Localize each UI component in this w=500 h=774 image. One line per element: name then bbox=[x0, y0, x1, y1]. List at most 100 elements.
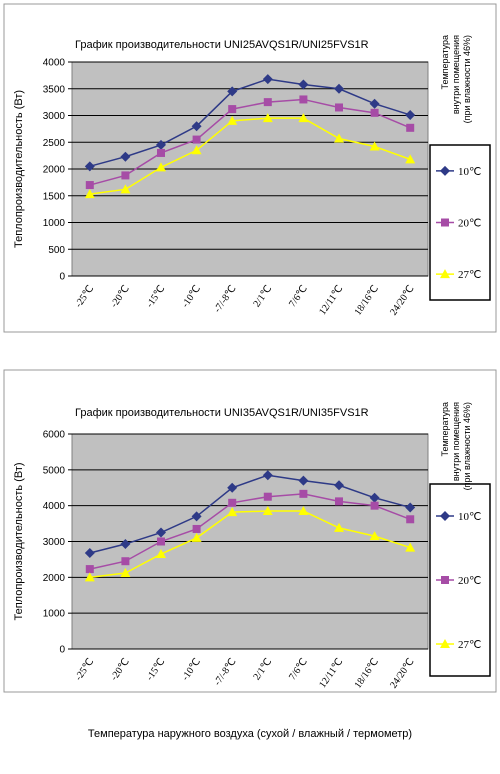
marker bbox=[334, 133, 344, 143]
legend-title: (при влажности 46%) bbox=[462, 402, 472, 490]
marker bbox=[84, 572, 95, 582]
marker bbox=[406, 123, 415, 132]
legend-label: 27℃ bbox=[458, 269, 481, 281]
series-line bbox=[89, 510, 411, 579]
x-tick-label: 24/20℃ bbox=[388, 283, 417, 317]
marker bbox=[228, 498, 237, 507]
marker bbox=[334, 480, 344, 491]
y-tick-label: 1000 bbox=[43, 218, 66, 229]
legend-label: 20℃ bbox=[458, 218, 481, 230]
panel-border bbox=[3, 369, 497, 693]
y-tick-label: 5000 bbox=[43, 465, 66, 476]
marker bbox=[156, 527, 166, 538]
marker bbox=[191, 121, 202, 132]
marker bbox=[191, 511, 202, 522]
marker bbox=[440, 511, 450, 521]
marker bbox=[440, 165, 450, 176]
y-tick-label: 4000 bbox=[43, 501, 66, 512]
marker bbox=[370, 501, 379, 510]
marker bbox=[156, 162, 166, 172]
marker bbox=[335, 103, 343, 112]
y-axis-label: Теплопроизводительность (Вт) bbox=[13, 90, 25, 248]
y-tick-label: 4000 bbox=[43, 58, 66, 69]
marker bbox=[298, 475, 309, 486]
marker bbox=[262, 470, 273, 481]
marker bbox=[84, 189, 95, 199]
y-tick-label: 500 bbox=[48, 245, 65, 256]
y-tick-label: 2000 bbox=[43, 573, 66, 584]
marker bbox=[227, 482, 238, 493]
x-tick-label: -15℃ bbox=[144, 283, 167, 309]
marker bbox=[192, 524, 201, 533]
x-tick-label: -7/-8℃ bbox=[212, 283, 239, 314]
marker bbox=[227, 115, 238, 125]
y-tick-label: 0 bbox=[59, 272, 65, 283]
marker bbox=[157, 148, 165, 157]
marker bbox=[298, 79, 309, 90]
marker bbox=[85, 565, 94, 574]
series-line bbox=[89, 474, 411, 554]
marker bbox=[156, 549, 166, 559]
marker bbox=[405, 542, 416, 552]
series-line bbox=[89, 78, 411, 168]
legend-title: (при влажности 46%) bbox=[462, 35, 472, 123]
marker bbox=[191, 532, 202, 542]
legend-label: 10℃ bbox=[458, 166, 481, 178]
marker bbox=[369, 141, 380, 151]
marker bbox=[263, 492, 272, 501]
marker bbox=[335, 497, 343, 506]
y-tick-label: 3500 bbox=[43, 84, 66, 95]
x-tick-label: 7/6℃ bbox=[287, 656, 310, 682]
legend-title: Температура bbox=[440, 402, 450, 457]
x-tick-label: -20℃ bbox=[109, 656, 132, 682]
marker bbox=[405, 502, 416, 513]
chart-title: График производительности UNI35AVQS1R/UN… bbox=[75, 407, 369, 419]
marker bbox=[370, 108, 379, 117]
y-axis-label: Теплопроизводительность (Вт) bbox=[13, 462, 25, 620]
marker bbox=[227, 507, 238, 517]
footer-caption: Температура наружного воздуха (сухой / в… bbox=[88, 728, 412, 740]
marker bbox=[405, 154, 416, 164]
y-tick-label: 3000 bbox=[43, 537, 66, 548]
x-tick-label: 2/1℃ bbox=[251, 283, 274, 309]
y-tick-label: 1000 bbox=[43, 609, 66, 620]
marker bbox=[121, 557, 130, 566]
x-tick-label: 2/1℃ bbox=[251, 656, 274, 682]
marker bbox=[263, 98, 272, 107]
x-tick-label: -25℃ bbox=[73, 283, 96, 309]
x-tick-label: 12/11℃ bbox=[317, 656, 345, 690]
legend-label: 20℃ bbox=[458, 575, 481, 587]
marker bbox=[440, 639, 450, 648]
marker bbox=[120, 184, 131, 194]
chart-title: График производительности UNI25AVQS1R/UN… bbox=[75, 39, 369, 51]
legend-label: 10℃ bbox=[458, 511, 481, 523]
x-tick-label: -15℃ bbox=[144, 656, 167, 682]
y-tick-label: 2500 bbox=[43, 138, 66, 149]
marker bbox=[85, 181, 94, 190]
marker bbox=[228, 105, 237, 114]
x-tick-label: -20℃ bbox=[109, 283, 132, 309]
legend-title: Температура bbox=[440, 35, 450, 90]
y-tick-label: 2000 bbox=[43, 165, 66, 176]
marker bbox=[84, 161, 95, 172]
legend-title: внутри помещения bbox=[451, 402, 461, 481]
x-tick-label: -10℃ bbox=[180, 283, 203, 309]
marker bbox=[298, 506, 309, 516]
marker bbox=[298, 113, 309, 123]
marker bbox=[406, 515, 415, 524]
x-tick-label: -25℃ bbox=[73, 656, 96, 682]
x-tick-label: 18/16℃ bbox=[353, 656, 382, 690]
x-tick-label: -7/-8℃ bbox=[212, 656, 239, 687]
y-tick-label: 6000 bbox=[43, 430, 66, 441]
marker bbox=[441, 218, 449, 227]
marker bbox=[440, 269, 450, 279]
marker bbox=[227, 86, 238, 97]
marker bbox=[120, 151, 131, 162]
y-tick-label: 3000 bbox=[43, 111, 66, 122]
legend-title: внутри помещения bbox=[451, 35, 461, 114]
marker bbox=[369, 531, 380, 541]
marker bbox=[191, 145, 202, 155]
y-tick-label: 0 bbox=[59, 645, 65, 656]
